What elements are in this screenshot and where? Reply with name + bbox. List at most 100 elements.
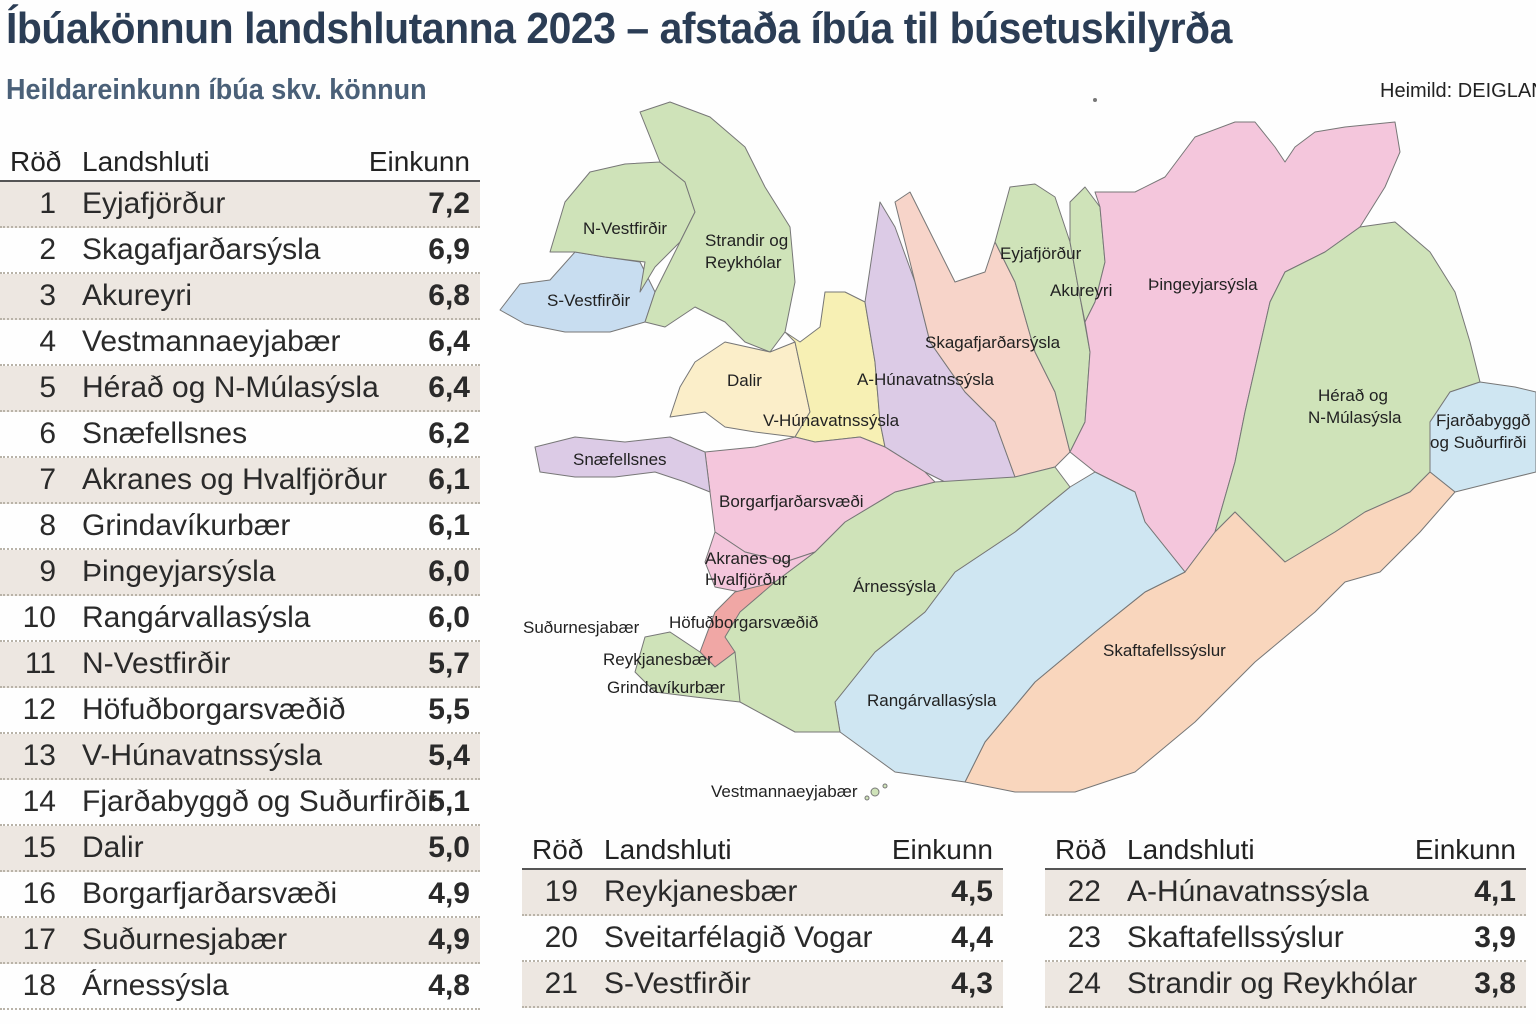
row-rank: 5: [39, 371, 56, 404]
header-rank: Röð: [1055, 834, 1107, 865]
row-region: N-Vestfirðir: [82, 647, 231, 680]
header-region: Landshluti: [604, 834, 732, 865]
table-row: 9 Þingeyjarsýsla 6,0: [0, 550, 480, 596]
row-score: 3,9: [1474, 921, 1516, 954]
map-label-akureyri: Akureyri: [1050, 281, 1112, 300]
row-region: Grindavíkurbær: [82, 509, 291, 542]
map-label-vestmannaeyjabaer: Vestmannaeyjabær: [711, 782, 858, 801]
map-label-thingeyjarsysla: Þingeyjarsýsla: [1148, 275, 1258, 294]
table-row: 10 Rangárvallasýsla 6,0: [0, 596, 480, 642]
row-score: 5,7: [428, 647, 470, 680]
row-score: 6,1: [428, 463, 470, 496]
page-title: Íbúakönnun landshlutanna 2023 – afstaða …: [6, 4, 1232, 53]
header-score: Einkunn: [891, 834, 993, 865]
header-score: Einkunn: [368, 146, 470, 177]
row-score: 4,3: [951, 967, 993, 1000]
island-marker: [1093, 98, 1097, 102]
row-rank: 1: [39, 187, 56, 220]
source-note: Heimild: DEIGLAN: [1380, 80, 1536, 102]
map-label-skaftafellssyslur: Skaftafellssýslur: [1103, 641, 1226, 660]
table-rows: 19 Reykjanesbær 4,5 20 Sveitarfélagið Vogar 4…: [522, 870, 1003, 1008]
map-label-arnessysla: Árnessýsla: [853, 577, 937, 596]
region-snaefellsnes: [534, 436, 711, 493]
row-rank: 9: [39, 555, 56, 588]
map-label-reykjanesbaer: Reykjanesbær: [603, 650, 713, 669]
row-score: 7,2: [428, 187, 470, 220]
map-label-akranes: Akranes og: [705, 549, 791, 568]
row-rank: 13: [22, 739, 56, 772]
map-label-herad: Hérað og: [1318, 386, 1388, 405]
iceland-region-map: N-Vestfirðir Strandir og Reykhólar S-Ves…: [499, 98, 1536, 801]
row-score: 6,8: [428, 279, 470, 312]
row-rank: 8: [39, 509, 56, 542]
ranking-table-3: Röð Landshluti Einkunn 22 A-Húnavatnssýsl…: [1045, 826, 1526, 1008]
region-strandir-reykholar: [639, 101, 796, 353]
table-row: 22 A-Húnavatnssýsla 4,1: [1045, 870, 1526, 916]
row-score: 5,0: [428, 831, 470, 864]
table-row: 19 Reykjanesbær 4,5: [522, 870, 1003, 916]
table-row: 12 Höfuðborgarsvæðið 5,5: [0, 688, 480, 734]
row-region: Dalir: [82, 831, 144, 864]
row-rank: 12: [22, 693, 56, 726]
table-row: 15 Dalir 5,0: [0, 826, 480, 872]
row-rank: 17: [22, 923, 56, 956]
map-label-dalir: Dalir: [727, 371, 762, 390]
map-label-a-hunavatnssysla: A-Húnavatnssýsla: [857, 370, 995, 389]
table-row: 14 Fjarðabyggð og Suðurfirðir 5,1: [0, 780, 480, 826]
row-region: Strandir og Reykhólar: [1127, 967, 1418, 1000]
map-label-strandir: Strandir og: [705, 231, 788, 250]
row-score: 5,1: [428, 785, 470, 818]
map-label-rangarvallasysla: Rangárvallasýsla: [867, 691, 997, 710]
ranking-table-2: Röð Landshluti Einkunn 19 Reykjanesbær 4,5…: [522, 826, 1003, 1008]
row-score: 4,1: [1474, 875, 1516, 908]
map-label-skagafjardarsysla: Skagafjarðarsýsla: [925, 333, 1061, 352]
row-region: Vestmannaeyjabær: [82, 325, 341, 358]
map-label-reykholar: Reykhólar: [705, 253, 782, 272]
row-region: Akureyri: [82, 279, 193, 312]
table-row: 20 Sveitarfélagið Vogar 4,4: [522, 916, 1003, 962]
row-score: 4,9: [428, 877, 470, 910]
table-row: 8 Grindavíkurbær 6,1: [0, 504, 480, 550]
table-rows: 22 A-Húnavatnssýsla 4,1 23 Skaftafellssýslur…: [1045, 870, 1526, 1008]
table-header: Röð Landshluti Einkunn: [0, 138, 480, 182]
row-rank: 10: [22, 601, 56, 634]
map-label-eyjafjordur: Eyjafjörður: [1000, 244, 1082, 263]
table-header: Röð Landshluti Einkunn: [522, 826, 1003, 870]
table-rows: 1 Eyjafjörður 7,2 2 Skagafjarðarsýsla 6,9 3 Aku…: [0, 182, 480, 1010]
map-label-n-vestfirdir: N-Vestfirðir: [583, 219, 667, 238]
row-rank: 7: [39, 463, 56, 496]
region-dalir: [669, 341, 811, 438]
map-label-sudurnesjabaer: Suðurnesjabær: [523, 618, 640, 637]
row-region: Höfuðborgarsvæðið: [82, 693, 346, 726]
table-header: Röð Landshluti Einkunn: [1045, 826, 1526, 870]
row-score: 4,8: [428, 969, 470, 1002]
table-row: 21 S-Vestfirðir 4,3: [522, 962, 1003, 1008]
row-region: Eyjafjörður: [82, 187, 226, 220]
row-region: Akranes og Hvalfjörður: [82, 463, 388, 496]
row-rank: 19: [544, 875, 578, 908]
table-row: 24 Strandir og Reykhólar 3,8: [1045, 962, 1526, 1008]
row-rank: 22: [1067, 875, 1101, 908]
table-row: 16 Borgarfjarðarsvæði 4,9: [0, 872, 480, 918]
row-score: 5,5: [428, 693, 470, 726]
header-region: Landshluti: [1127, 834, 1255, 865]
row-region: Hérað og N-Múlasýsla: [82, 371, 379, 404]
row-rank: 23: [1067, 921, 1101, 954]
header-score: Einkunn: [1414, 834, 1516, 865]
row-rank: 15: [22, 831, 56, 864]
table-row: 5 Hérað og N-Múlasýsla 6,4: [0, 366, 480, 412]
header-rank: Röð: [532, 834, 584, 865]
row-region: Snæfellsnes: [82, 417, 248, 450]
row-region: Fjarðabyggð og Suðurfirðir: [82, 785, 438, 818]
table-row: 13 V-Húnavatnssýsla 5,4: [0, 734, 480, 780]
row-score: 6,0: [428, 555, 470, 588]
header-rank: Röð: [10, 146, 62, 177]
map-label-borgarfjardarsvaedi: Borgarfjarðarsvæði: [719, 492, 864, 511]
map-label-fjardabyggd: Fjarðabyggð: [1436, 411, 1531, 430]
row-rank: 2: [39, 233, 56, 266]
table-row: 6 Snæfellsnes 6,2: [0, 412, 480, 458]
row-score: 6,4: [428, 371, 470, 404]
map-label-v-hunavatnssysla: V-Húnavatnssýsla: [763, 411, 900, 430]
vestmannaeyjar-islands: [864, 783, 888, 801]
row-region: Sveitarfélagið Vogar: [604, 921, 873, 954]
